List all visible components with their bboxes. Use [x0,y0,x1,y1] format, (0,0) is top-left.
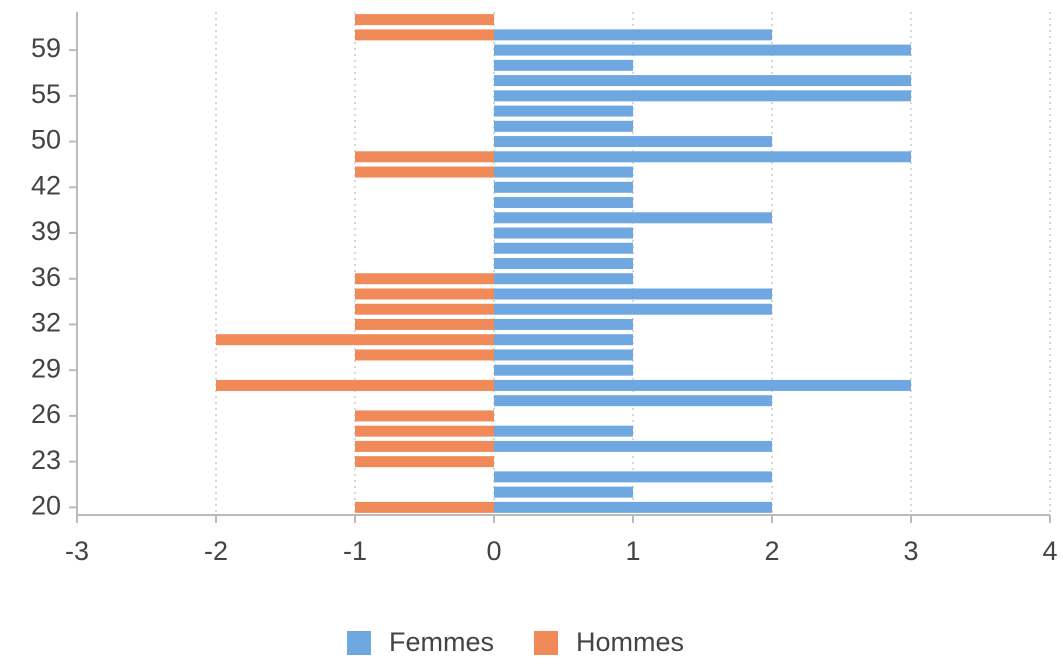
bar [494,349,633,361]
bar [355,151,494,163]
x-tick-label: -3 [65,536,89,566]
bar [494,425,633,437]
y-tick-label: 29 [31,353,61,383]
bar [494,395,772,407]
legend-swatch [347,631,371,655]
bar [494,59,633,71]
bar [494,288,772,300]
bar [494,273,633,285]
bar [494,136,772,148]
bar [355,303,494,315]
bar [355,456,494,468]
y-tick-label: 42 [31,170,61,200]
bar [355,440,494,452]
bar [494,75,911,87]
bar [494,197,633,209]
bar [355,14,494,26]
bar [494,471,772,483]
bar [494,334,633,346]
bar [494,29,772,41]
y-tick-label: 36 [31,262,61,292]
y-tick-label: 23 [31,445,61,475]
bar [494,44,911,56]
bar [355,288,494,300]
bar [216,334,494,346]
legend-label: Hommes [576,627,684,657]
y-tick-label: 39 [31,216,61,246]
bar [494,379,911,391]
bar [494,90,911,102]
x-tick-label: -1 [343,536,367,566]
bar [494,212,772,224]
x-tick-label: 1 [625,536,640,566]
bar [494,258,633,269]
bar [494,120,633,132]
bar [494,242,633,254]
x-tick-label: -2 [204,536,228,566]
bar [216,379,494,391]
bar [494,303,772,315]
bar [355,166,494,178]
y-tick-label: 55 [31,79,61,109]
x-tick-label: 3 [903,536,918,566]
y-tick-label: 20 [31,491,61,521]
bar [355,29,494,41]
bar [494,364,633,376]
y-tick-label: 32 [31,308,61,338]
bar [494,105,633,117]
y-tick-label: 59 [31,33,61,63]
bar [355,349,494,361]
x-tick-label: 4 [1042,536,1057,566]
bar [494,440,772,452]
legend-swatch [534,631,559,655]
bar [494,227,633,239]
bar [494,166,633,178]
x-tick-label: 0 [486,536,501,566]
x-tick-label: 2 [764,536,779,566]
bar [494,501,772,513]
bar [494,181,633,193]
legend-label: Femmes [389,627,494,657]
bar [355,318,494,330]
bar [494,151,911,163]
bar [355,425,494,437]
bar [355,501,494,513]
bar [355,273,494,285]
bar [494,318,633,330]
y-tick-label: 50 [31,125,61,155]
bar [355,410,494,422]
bar [494,486,633,498]
y-tick-label: 26 [31,399,61,429]
